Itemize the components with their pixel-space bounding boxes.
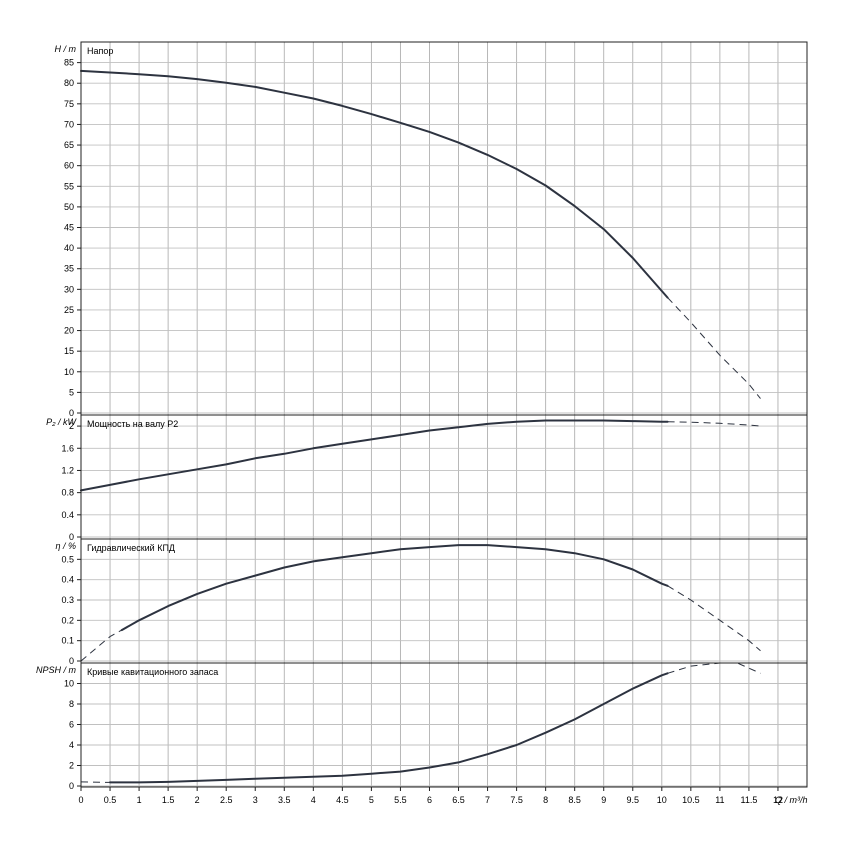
- curves: [80, 69, 761, 784]
- npsh-curve: [109, 672, 669, 784]
- head-curve: [80, 69, 669, 299]
- head-y-tick-label: 70: [64, 119, 74, 129]
- x-tick-label: 5.5: [394, 795, 407, 805]
- head-y-tick-label: 5: [69, 387, 74, 397]
- x-tick-label: 4: [311, 795, 316, 805]
- head-y-tick-label: 20: [64, 326, 74, 336]
- npsh-y-tick-label: 10: [64, 679, 74, 689]
- head-y-tick-label: 55: [64, 181, 74, 191]
- x-tick-label: 7.5: [510, 795, 523, 805]
- x-tick-label: 6.5: [452, 795, 465, 805]
- npsh-y-tick-label: 0: [69, 781, 74, 791]
- x-tick-label: 10: [657, 795, 667, 805]
- x-tick-label: 11.5: [740, 795, 757, 805]
- power-y-tick-label: 0: [69, 532, 74, 542]
- efficiency-curve: [120, 544, 669, 632]
- efficiency-curve-extrapolated-start: [80, 629, 122, 662]
- efficiency-y-axis-label: η / %: [55, 541, 76, 551]
- plot-frame: [80, 41, 808, 788]
- x-tick-label: 1.5: [162, 795, 175, 805]
- npsh-y-tick-label: 4: [69, 740, 74, 750]
- npsh-y-tick-label: 2: [69, 761, 74, 771]
- head-y-axis-label: H / m: [55, 44, 77, 54]
- power-y-tick-label: 0.4: [61, 510, 74, 520]
- x-tick-label: 1: [137, 795, 142, 805]
- x-axis-label: Q / m³/h: [775, 795, 808, 805]
- npsh-panel-title: Кривые кавитационного запаса: [87, 667, 218, 677]
- efficiency-y-tick-label: 0.3: [61, 595, 74, 605]
- power-y-tick-label: 2: [69, 421, 74, 431]
- power-y-tick-label: 1.6: [61, 443, 74, 453]
- power-panel-title: Мощность на валу P2: [87, 419, 178, 429]
- head-curve-extrapolated-end: [667, 297, 761, 399]
- power-y-tick-label: 0.8: [61, 488, 74, 498]
- x-tick-label: 12: [773, 795, 783, 805]
- x-tick-label: 0.5: [104, 795, 117, 805]
- x-tick-label: 7: [485, 795, 490, 805]
- head-y-tick-label: 65: [64, 140, 74, 150]
- head-y-tick-label: 60: [64, 161, 74, 171]
- x-tick-label: 2: [195, 795, 200, 805]
- npsh-y-tick-label: 6: [69, 720, 74, 730]
- head-y-tick-label: 10: [64, 367, 74, 377]
- head-y-tick-label: 75: [64, 99, 74, 109]
- head-y-tick-label: 45: [64, 223, 74, 233]
- head-y-tick-label: 50: [64, 202, 74, 212]
- frame: [77, 41, 808, 791]
- efficiency-curve-extrapolated-end: [667, 585, 761, 652]
- x-tick-label: 3.5: [278, 795, 291, 805]
- power-y-axis-label: P₂ / kW: [46, 417, 77, 427]
- npsh-y-axis-label: NPSH / m: [36, 665, 77, 675]
- efficiency-y-tick-label: 0.1: [61, 636, 74, 646]
- efficiency-y-tick-label: 0.4: [61, 575, 74, 585]
- x-tick-label: 8.5: [568, 795, 581, 805]
- x-tick-label: 9: [601, 795, 606, 805]
- x-tick-label: 9.5: [627, 795, 640, 805]
- x-tick-label: 4.5: [336, 795, 349, 805]
- x-tick-label: 3: [253, 795, 258, 805]
- head-y-tick-label: 35: [64, 264, 74, 274]
- power-curve-extrapolated-end: [667, 421, 761, 427]
- head-y-tick-label: 25: [64, 305, 74, 315]
- npsh-curve-extrapolated-end: [667, 662, 761, 674]
- efficiency-panel-title: Гидравлический КПД: [87, 543, 175, 553]
- head-y-tick-label: 40: [64, 243, 74, 253]
- power-curve: [80, 419, 669, 492]
- x-tick-label: 5: [369, 795, 374, 805]
- head-panel-title: Напор: [87, 46, 113, 56]
- x-tick-label: 8: [543, 795, 548, 805]
- power-y-tick-label: 1.2: [61, 465, 74, 475]
- head-y-tick-label: 0: [69, 408, 74, 418]
- npsh-curve-extrapolated-start: [80, 781, 111, 783]
- x-tick-label: 2.5: [220, 795, 233, 805]
- x-tick-label: 6: [427, 795, 432, 805]
- efficiency-y-tick-label: 0: [69, 656, 74, 666]
- head-y-tick-label: 15: [64, 346, 74, 356]
- efficiency-y-tick-label: 0.5: [61, 554, 74, 564]
- x-tick-label: 11: [715, 795, 724, 805]
- x-tick-label: 10.5: [682, 795, 700, 805]
- efficiency-y-tick-label: 0.2: [61, 615, 74, 625]
- head-y-tick-label: 80: [64, 78, 74, 88]
- x-tick-label: 0: [78, 795, 83, 805]
- head-y-tick-label: 30: [64, 284, 74, 294]
- head-y-tick-label: 85: [64, 58, 74, 68]
- npsh-y-tick-label: 8: [69, 699, 74, 709]
